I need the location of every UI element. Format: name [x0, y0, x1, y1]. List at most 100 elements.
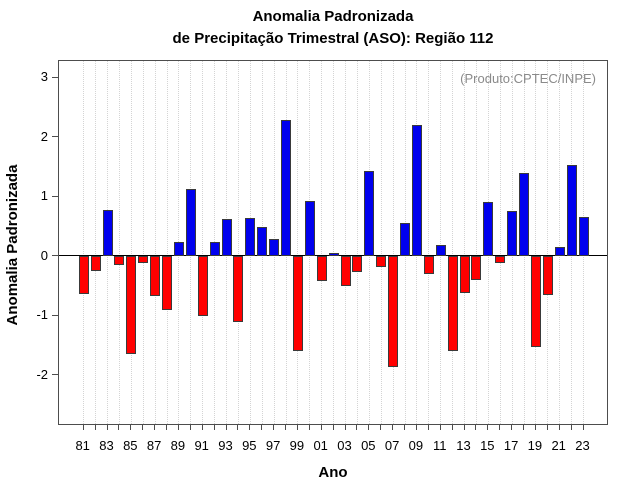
y-tick: [52, 374, 58, 375]
bar-16: [495, 256, 506, 263]
bar-98: [281, 120, 291, 256]
x-tick: [368, 425, 370, 430]
x-tick: [249, 425, 251, 430]
x-tick: [582, 425, 584, 430]
year-gridline: [392, 61, 394, 424]
x-tick: [427, 425, 429, 430]
x-tick-label: 99: [289, 438, 305, 453]
x-tick-label: 21: [551, 438, 566, 453]
x-tick: [130, 425, 132, 430]
year-gridline: [321, 61, 323, 424]
year-gridline: [475, 61, 477, 424]
bar-96: [257, 226, 268, 256]
bar-84: [114, 256, 125, 265]
y-tick: [52, 136, 58, 137]
chart-title-line2: de Precipitação Trimestral (ASO): Região…: [172, 30, 494, 47]
bar-00: [304, 200, 315, 256]
bar-07: [388, 256, 399, 367]
year-gridline: [142, 61, 144, 424]
x-tick: [201, 425, 203, 430]
year-gridline: [166, 61, 168, 424]
year-gridline: [535, 61, 537, 424]
bar-13: [459, 256, 470, 293]
x-tick: [534, 425, 536, 430]
x-axis-title: Ano: [318, 464, 348, 481]
bar-17: [507, 211, 518, 256]
x-tick-label: 87: [146, 438, 162, 453]
chart-title-line1: Anomalia Padronizada: [252, 8, 414, 25]
y-tick: [52, 76, 58, 78]
plot-area: [58, 60, 608, 425]
bar-01: [316, 256, 327, 281]
y-tick: [52, 314, 58, 316]
x-tick: [261, 425, 263, 430]
year-gridline: [452, 61, 454, 424]
y-tick-label: 3: [40, 69, 48, 84]
x-tick-label: 19: [527, 438, 543, 453]
bar-11: [435, 245, 446, 256]
x-tick-label: 93: [218, 438, 233, 453]
x-tick: [463, 425, 465, 430]
bar-82: [90, 256, 101, 271]
x-tick: [404, 425, 405, 430]
year-gridline: [154, 61, 156, 424]
bar-04: [352, 256, 363, 273]
x-tick-label: 05: [361, 438, 376, 453]
x-tick: [296, 425, 298, 430]
x-tick: [546, 425, 548, 430]
year-gridline: [499, 61, 501, 424]
bar-06: [376, 256, 387, 268]
year-gridline: [118, 61, 120, 424]
x-tick: [475, 425, 477, 430]
x-tick: [332, 425, 334, 430]
year-gridline: [95, 61, 97, 424]
bar-83: [102, 209, 113, 256]
x-tick: [380, 425, 382, 430]
y-tick-label: -2: [36, 366, 48, 382]
x-tick: [558, 425, 560, 430]
bar-08: [400, 223, 410, 256]
x-tick: [237, 425, 239, 430]
bar-22: [566, 164, 577, 256]
bar-23: [578, 216, 589, 256]
x-tick: [225, 425, 227, 430]
x-tick-label: 13: [456, 438, 471, 453]
x-tick-label: 09: [408, 438, 424, 453]
year-gridline: [380, 61, 382, 424]
bar-99: [292, 256, 303, 351]
x-tick: [106, 425, 108, 430]
year-gridline: [559, 61, 561, 424]
bar-05: [364, 170, 375, 256]
x-tick: [308, 425, 310, 430]
bar-20: [542, 256, 553, 296]
bar-94: [233, 256, 244, 323]
y-tick-label: 2: [40, 128, 48, 144]
x-tick: [487, 425, 489, 430]
x-tick: [82, 425, 84, 430]
x-tick: [273, 425, 275, 430]
x-tick: [154, 425, 156, 430]
x-tick: [511, 425, 513, 430]
x-tick-label: 01: [313, 438, 328, 453]
bar-86: [138, 256, 149, 263]
x-tick-label: 03: [337, 438, 352, 453]
year-gridline: [297, 61, 299, 424]
year-gridline: [202, 61, 204, 424]
bar-88: [162, 256, 172, 310]
x-tick: [177, 425, 179, 430]
x-tick: [320, 425, 322, 430]
y-tick-label: 1: [40, 188, 48, 203]
x-tick: [189, 425, 191, 430]
bar-09: [411, 124, 422, 256]
year-gridline: [356, 61, 358, 424]
year-gridline: [345, 61, 346, 424]
x-tick: [166, 425, 167, 430]
year-gridline: [237, 61, 239, 424]
bar-03: [340, 256, 351, 287]
x-tick-label: 15: [480, 438, 495, 453]
y-tick: [52, 195, 58, 197]
bar-91: [197, 256, 208, 316]
x-tick: [118, 425, 120, 430]
bar-89: [173, 242, 184, 256]
bar-87: [150, 256, 161, 297]
